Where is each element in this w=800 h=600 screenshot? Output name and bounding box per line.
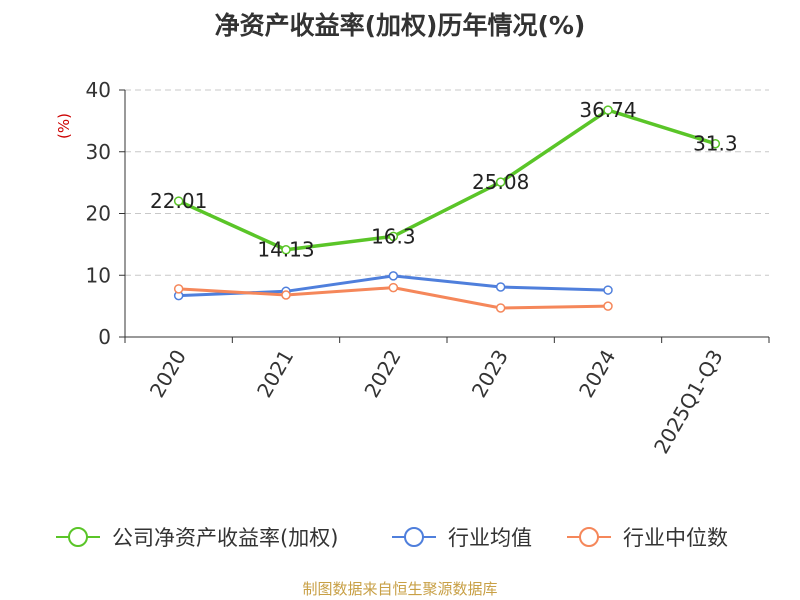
data-label: 31.3 [693,132,738,156]
legend-label: 行业中位数 [623,526,728,550]
data-point [603,105,613,115]
x-tick-label: 2021 [252,346,298,402]
legend-marker [579,527,599,547]
data-label: 14.13 [257,238,314,262]
y-tick-label: 10 [86,263,111,287]
x-tick-label: 2025Q1-Q3 [649,346,728,458]
data-point [281,244,291,255]
x-tick-label: 2023 [467,345,513,401]
chart-title: 净资产收益率(加权)历年情况(%) [214,11,586,40]
data-point [173,284,184,294]
legend-marker [68,527,88,547]
data-point [603,301,613,311]
data-point [710,138,721,149]
x-tick-label: 2020 [145,346,191,402]
series-line [177,108,716,252]
legend-marker [404,527,424,547]
data-label: 22.01 [150,189,207,213]
data-point [495,282,506,292]
data-label: 25.08 [472,170,529,194]
y-tick-label: 0 [98,325,111,349]
y-axis-label: (%) [55,113,73,139]
legend-label: 行业均值 [448,526,532,550]
y-tick-label: 30 [86,140,111,164]
data-point [173,196,184,206]
legend-label: 公司净资产收益率(加权) [112,526,338,550]
data-point [388,231,399,242]
data-point [495,177,506,187]
data-point [281,290,291,300]
source-note: 制图数据来自恒生聚源数据库 [302,580,498,598]
data-label: 16.3 [371,224,416,248]
y-tick-label: 40 [86,78,111,102]
data-point [388,271,399,281]
y-tick-label: 20 [86,202,111,226]
x-tick-label: 2022 [359,346,405,402]
data-point [603,285,613,295]
data-point [495,303,506,313]
data-label: 36.74 [579,98,636,122]
data-point [388,282,399,293]
x-tick-label: 2024 [574,346,620,402]
